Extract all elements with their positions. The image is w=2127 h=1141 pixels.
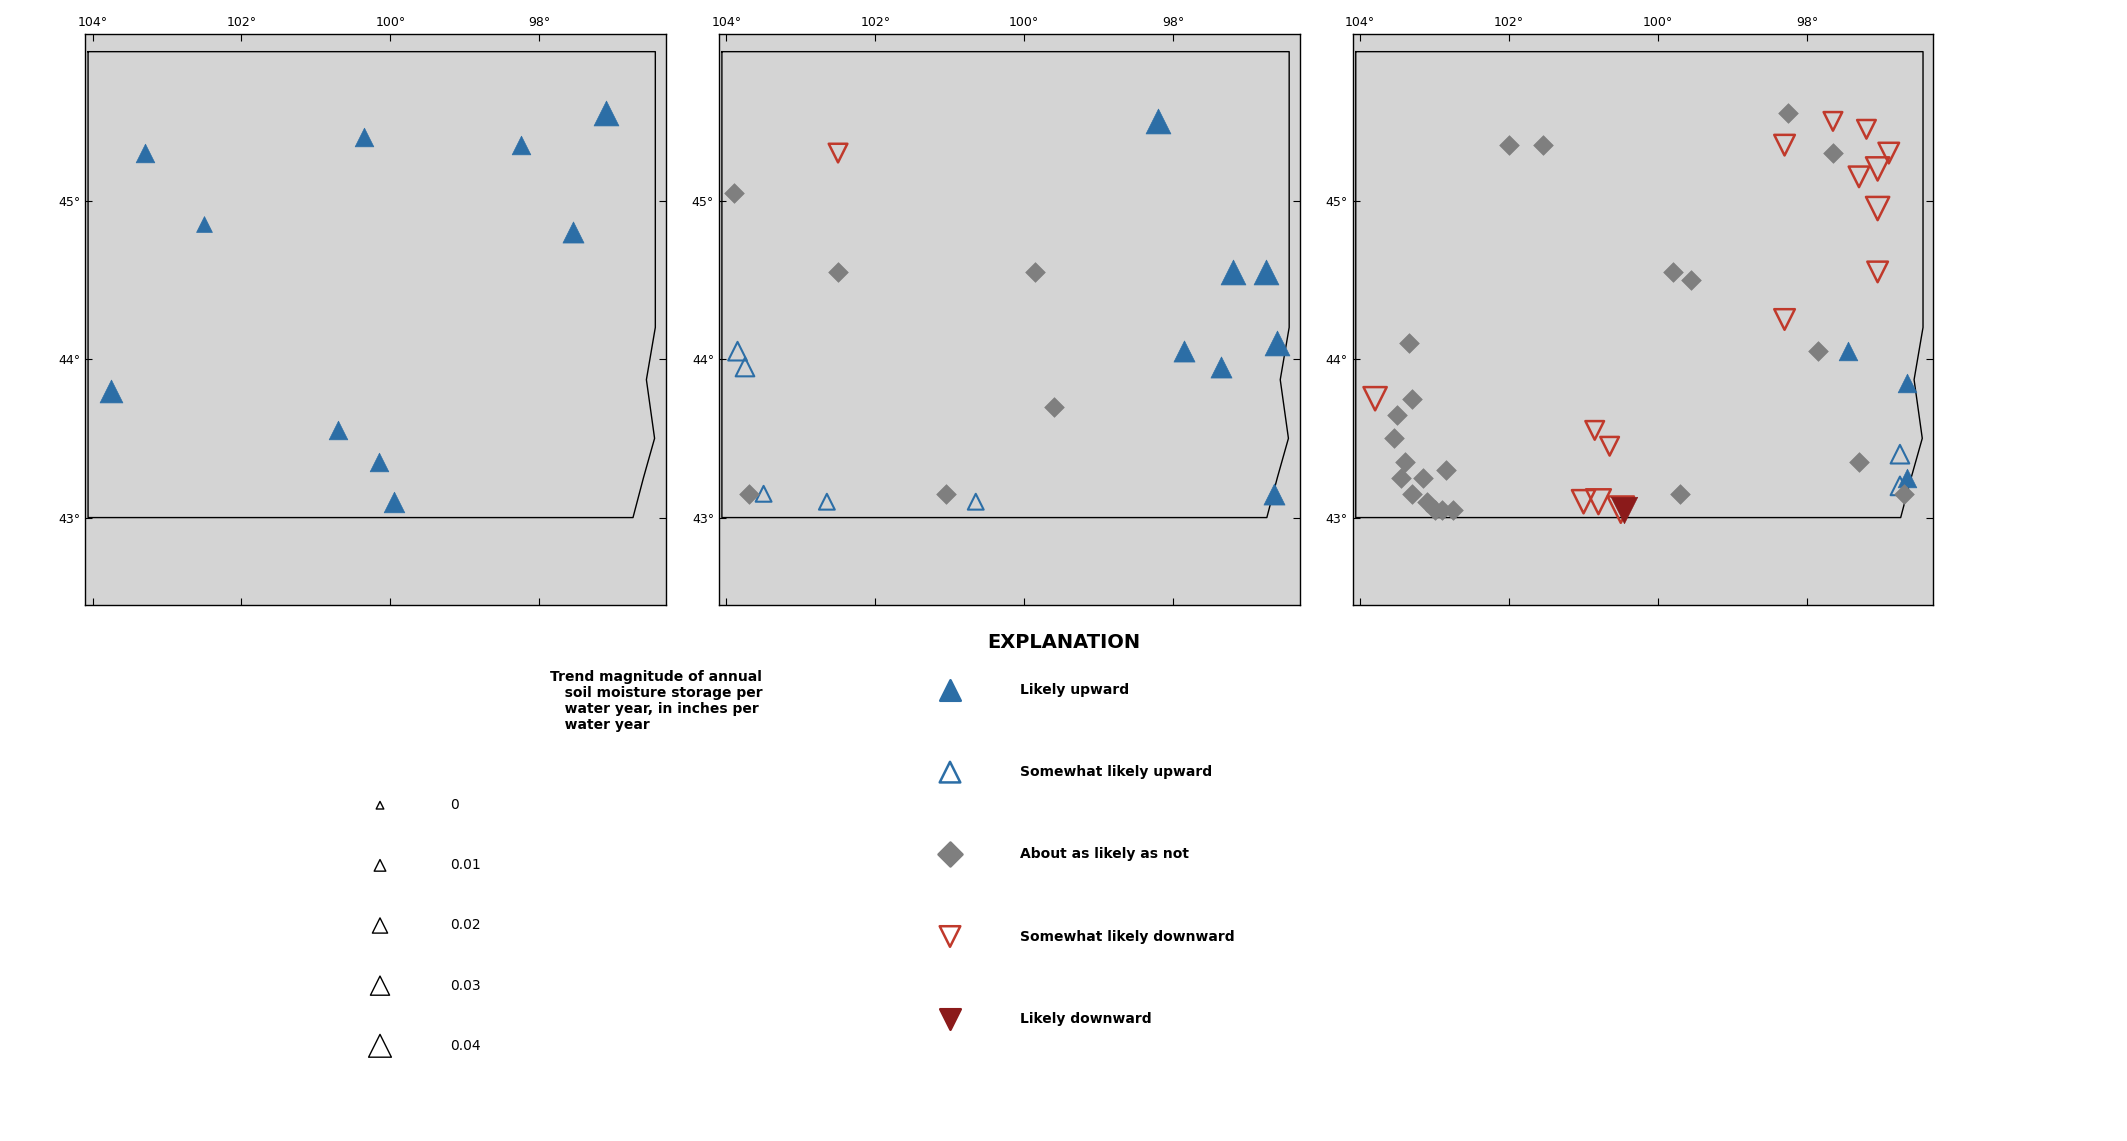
Point [934,845,968,864]
Point [1395,485,1429,503]
Point [589,104,623,122]
Point [364,796,398,815]
Point [821,262,855,281]
Point [1429,461,1463,479]
Point [1580,493,1614,511]
Point [1887,485,1921,503]
Point [1848,120,1882,138]
Point [504,136,538,154]
Point [1410,493,1444,511]
Point [1768,310,1802,329]
Text: Trend magnitude of annual
   soil moisture storage per
   water year, in inches : Trend magnitude of annual soil moisture … [551,670,764,733]
Point [94,382,128,400]
Point [376,493,411,511]
Point [821,144,855,162]
Point [1816,144,1850,162]
Point [1525,136,1559,154]
Point [1608,501,1642,519]
Polygon shape [721,51,1289,518]
Point [1491,136,1525,154]
Text: 0: 0 [451,799,459,812]
Point [1891,374,1925,393]
Point [929,485,964,503]
Point [1215,262,1249,281]
Text: Somewhat likely downward: Somewhat likely downward [1021,930,1234,944]
Point [364,977,398,995]
Point [1425,501,1459,519]
Point [1861,200,1895,218]
Point [1417,501,1451,519]
Point [721,342,755,361]
Point [555,224,589,242]
Point [347,128,381,146]
Polygon shape [1355,51,1923,518]
Point [1385,469,1419,487]
Point [364,916,398,934]
Point [1376,429,1410,447]
Point [1406,469,1440,487]
Point [1357,389,1391,407]
Point [1168,342,1202,361]
Point [934,928,968,946]
Point [1259,334,1293,353]
Point [1395,389,1429,407]
Point [1861,160,1895,178]
Text: 0.04: 0.04 [451,1038,481,1053]
Point [747,485,781,503]
Text: Likely upward: Likely upward [1021,683,1129,697]
Point [1861,262,1895,281]
Polygon shape [87,51,655,518]
Point [1019,262,1053,281]
Text: Somewhat likely upward: Somewhat likely upward [1021,766,1212,779]
Point [364,1037,398,1055]
Point [1882,445,1916,463]
Point [934,1010,968,1028]
Text: 0.01: 0.01 [451,858,481,873]
Point [934,763,968,782]
Point [128,144,162,162]
Point [1257,485,1291,503]
Point [1772,104,1806,122]
Point [1768,136,1802,154]
Point [1140,112,1174,130]
Point [1578,421,1612,439]
Point [1036,397,1070,415]
Point [1842,453,1876,471]
Text: 0.03: 0.03 [451,979,481,993]
Point [1565,493,1600,511]
Text: Likely downward: Likely downward [1021,1012,1151,1026]
Point [959,493,993,511]
Point [1802,342,1836,361]
Point [1604,501,1638,519]
Point [717,184,751,202]
Point [1249,262,1283,281]
Point [1882,477,1916,495]
Point [1204,358,1238,377]
Point [1663,485,1697,503]
Point [732,485,766,503]
Point [1872,144,1906,162]
Point [187,216,221,234]
Point [727,358,761,377]
Point [1831,342,1865,361]
Point [1391,334,1425,353]
Point [1436,501,1470,519]
Point [1842,168,1876,186]
Point [1674,270,1708,289]
Point [934,681,968,699]
Text: EXPLANATION: EXPLANATION [987,633,1140,653]
Point [1593,437,1627,455]
Point [364,856,398,874]
Point [321,421,355,439]
Point [1387,453,1421,471]
Point [1655,262,1689,281]
Point [362,453,396,471]
Point [1891,469,1925,487]
Point [1816,112,1850,130]
Text: About as likely as not: About as likely as not [1021,848,1189,861]
Point [1380,405,1414,423]
Text: 0.02: 0.02 [451,919,481,932]
Point [810,493,844,511]
